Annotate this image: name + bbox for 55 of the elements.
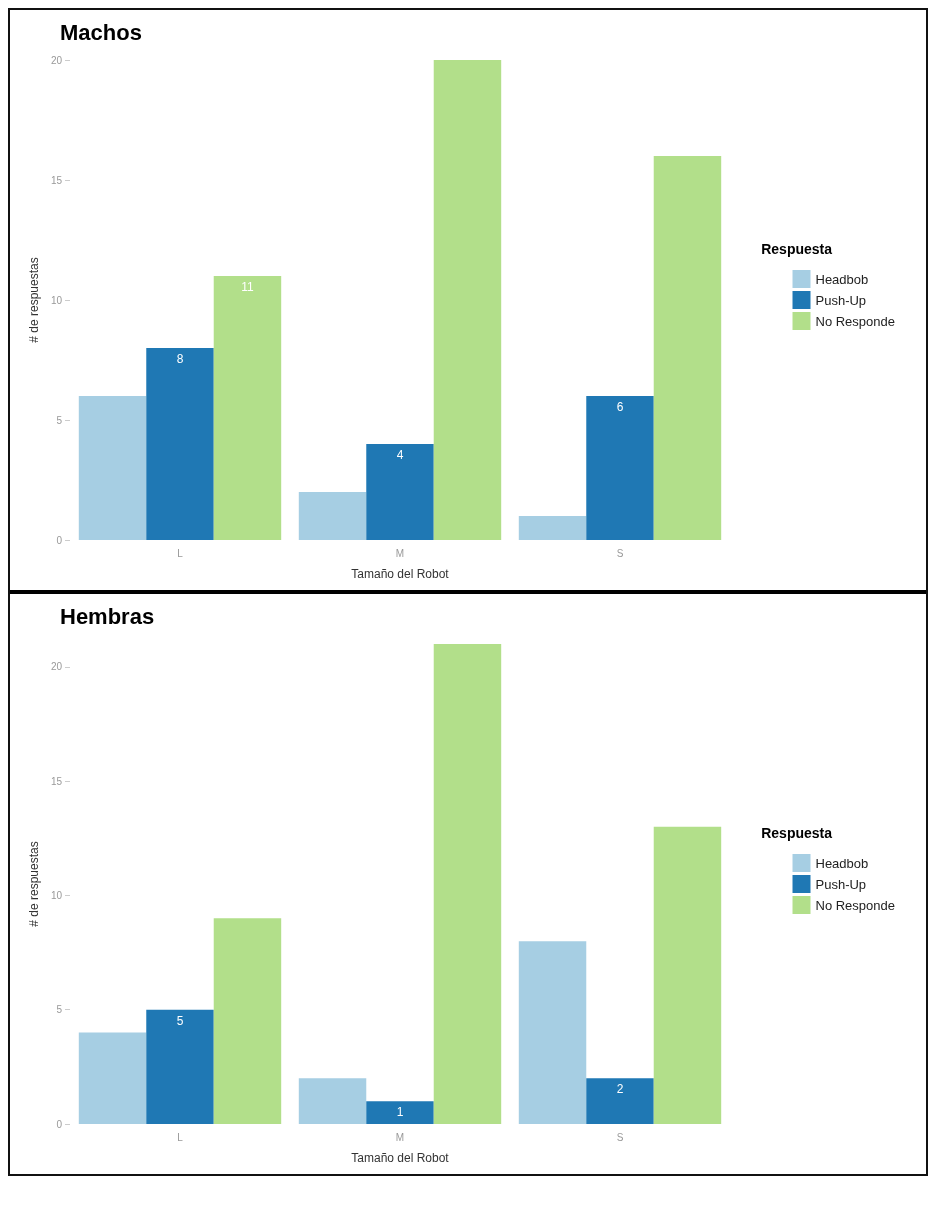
y-tick-label: 15 — [50, 775, 63, 787]
data-label: 8 — [176, 352, 184, 366]
legend-label: Push-Up — [815, 292, 867, 308]
y-tick-label: 10 — [50, 889, 63, 901]
bar — [586, 1078, 654, 1124]
y-tick-label: 20 — [50, 54, 63, 66]
y-tick-label: 0 — [56, 1118, 63, 1130]
bar — [146, 348, 214, 540]
data-label: 5 — [176, 1013, 184, 1028]
y-tick-label: 5 — [56, 414, 63, 426]
legend-title: Respuesta — [761, 241, 833, 257]
bar — [518, 516, 587, 540]
x-axis-title: Tamaño del Robot — [351, 1151, 450, 1165]
bar — [433, 644, 502, 1124]
x-tick-label: L — [177, 1131, 184, 1143]
legend-label: No Responde — [815, 313, 895, 329]
legend-label: Headbob — [815, 855, 869, 871]
y-axis-title: # de respuestas — [26, 257, 41, 343]
bar — [433, 60, 502, 540]
bar — [653, 826, 722, 1124]
bar — [366, 1101, 434, 1124]
y-tick-label: 15 — [50, 174, 63, 186]
x-tick-label: S — [616, 1131, 624, 1143]
data-label: 11 — [241, 280, 255, 294]
legend-label: Headbob — [815, 271, 869, 287]
bar — [518, 941, 587, 1124]
y-tick-label: 0 — [56, 534, 63, 546]
y-tick-label: 5 — [56, 1004, 63, 1016]
data-label: 1 — [396, 1105, 404, 1120]
legend-title: Respuesta — [761, 825, 833, 841]
x-tick-label: L — [177, 547, 184, 559]
y-tick-label: 10 — [50, 294, 63, 306]
y-axis-title: # de respuestas — [26, 841, 41, 927]
data-label: 2 — [616, 1082, 624, 1097]
legend-label: No Responde — [815, 897, 895, 913]
bar — [653, 156, 722, 540]
bar — [146, 1009, 214, 1124]
bar — [586, 396, 654, 540]
x-axis-title: Tamaño del Robot — [351, 567, 450, 581]
chart-title: Machos — [60, 19, 142, 45]
x-tick-label: M — [395, 1131, 405, 1143]
bar — [366, 444, 434, 540]
bar — [78, 396, 147, 540]
x-tick-label: M — [395, 547, 405, 559]
bar — [213, 918, 282, 1124]
x-tick-label: S — [616, 547, 624, 559]
chart-title: Hembras — [60, 603, 155, 629]
bar — [78, 1032, 147, 1124]
legend-label: Push-Up — [815, 876, 867, 892]
data-label: 6 — [616, 400, 624, 414]
data-label: 4 — [396, 448, 404, 462]
bar — [298, 1078, 367, 1124]
bar — [213, 276, 282, 540]
y-tick-label: 20 — [50, 661, 63, 673]
bar — [298, 492, 367, 540]
